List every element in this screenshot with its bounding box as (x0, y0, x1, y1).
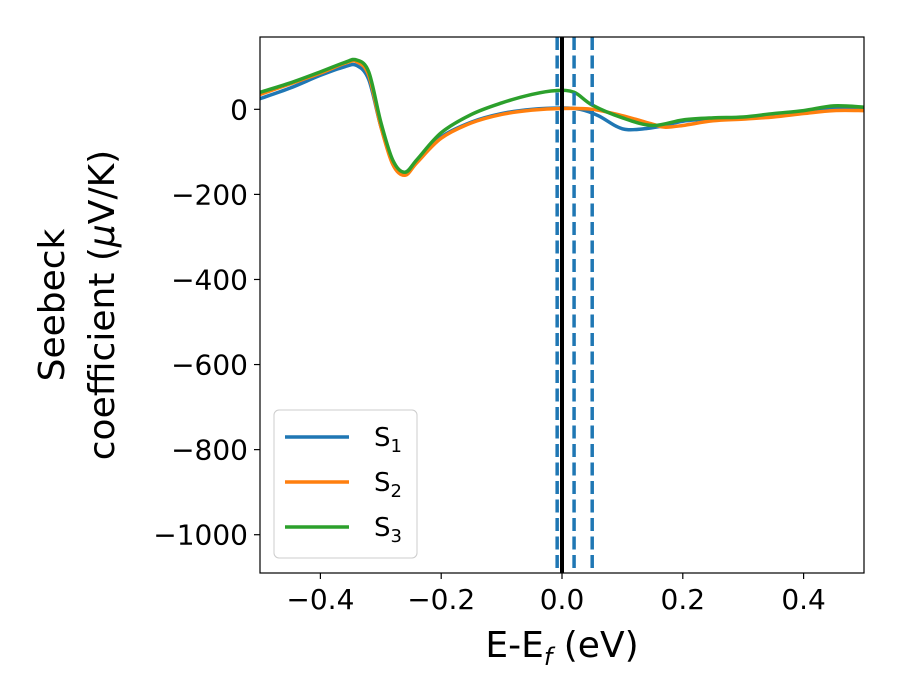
x-axis-label: E-Ef (eV) (485, 625, 638, 671)
series-line-3 (260, 57, 864, 175)
y-tick-label: −800 (171, 434, 248, 467)
y-axis-label-line1: Seebeck (32, 228, 73, 381)
y-axis-label-line2: coefficient (μV/K) (82, 150, 123, 460)
plot-area (260, 37, 864, 573)
legend-items: S1 S2 S3 (285, 423, 402, 547)
x-tick-label: −0.4 (286, 583, 354, 616)
x-tick-label: 0.4 (781, 583, 826, 616)
axis-ticks: −0.4 −0.2 0.0 0.2 0.4 0 −200 −400 −600 −800 −1000 (153, 93, 826, 616)
y-tick-label: −600 (171, 349, 248, 382)
legend: S1 S2 S3 (273, 409, 418, 559)
y-tick-label: −1000 (153, 519, 248, 552)
x-tick-label: 0.0 (540, 583, 585, 616)
x-tick-label: 0.2 (661, 583, 706, 616)
legend-label-3: S3 (374, 513, 402, 547)
legend-label-2: S2 (374, 468, 402, 502)
y-tick-label: −200 (171, 178, 248, 211)
y-tick-label: 0 (230, 93, 248, 126)
legend-label-1: S1 (374, 423, 402, 457)
legend-box (273, 409, 418, 559)
series-group (260, 57, 864, 178)
y-tick-label: −400 (171, 263, 248, 296)
x-tick-label: −0.2 (407, 583, 475, 616)
